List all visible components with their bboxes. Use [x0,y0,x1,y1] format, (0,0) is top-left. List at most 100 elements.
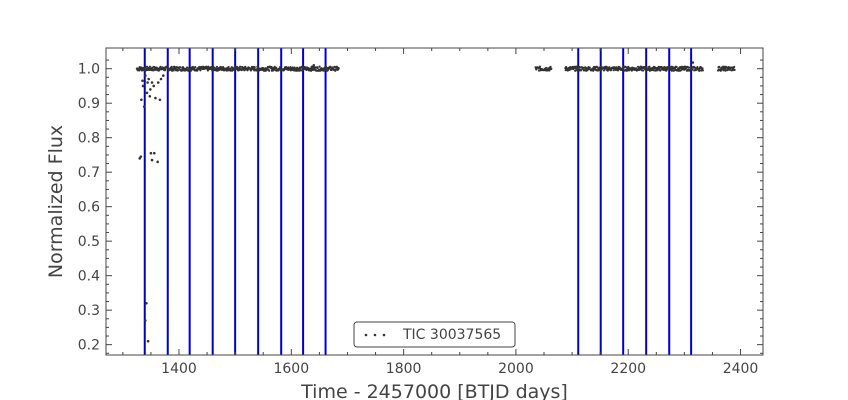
legend-label: TIC 30037565 [402,327,501,343]
data-point [645,66,648,69]
data-point [148,65,151,68]
x-tick-label: 1400 [161,361,197,377]
data-point [279,65,282,68]
legend-marker-dot [382,333,386,337]
y-tick-label: 1.0 [78,62,100,78]
x-axis-label: Time - 2457000 [BTJD days] [300,381,568,400]
data-point [636,65,640,68]
data-point [159,65,162,68]
data-point [158,98,162,102]
x-tick-label: 1600 [273,361,309,377]
data-point [701,69,705,72]
plot-frame [105,47,764,356]
data-point [189,69,193,72]
data-point [227,65,230,69]
data-point [535,68,538,71]
data-point [156,160,159,164]
data-point [150,81,154,84]
data-point [148,94,152,98]
y-tick-label: 0.7 [78,165,100,181]
data-point [145,91,149,95]
data-point [643,65,646,69]
legend-marker [364,333,386,337]
data-point [206,69,209,72]
data-point [298,69,301,72]
data-point [194,66,197,69]
data-point [147,77,150,81]
data-point [146,65,149,68]
data-point [687,66,690,69]
data-point [579,69,583,72]
data-point [659,69,662,72]
data-point [316,66,319,70]
data-point [315,69,318,72]
data-point [312,63,316,67]
data-point [159,77,163,81]
y-tick-label: 0.5 [78,234,100,250]
data-point [144,319,147,322]
x-tick-label: 2400 [723,361,759,377]
legend-marker-dot [373,333,377,337]
x-tick-label: 2000 [498,361,534,377]
y-tick-label: 0.9 [78,96,100,112]
data-point [331,66,334,69]
data-point [549,65,552,68]
data-point [149,151,153,155]
data-point [149,88,152,91]
legend-marker-dot [364,333,368,337]
data-point [176,69,180,72]
y-tick-label: 0.6 [78,200,100,216]
data-point [268,69,271,72]
data-point [145,301,148,305]
y-tick-label: 0.8 [78,131,100,147]
data-point [691,68,694,71]
data-point [545,66,548,70]
data-point [139,155,143,158]
data-point [337,67,340,70]
data-point [199,69,202,72]
data-point [599,65,602,69]
data-point [538,65,542,68]
data-point [140,98,143,102]
data-point [733,68,736,72]
data-point [698,69,701,72]
data-point [144,74,147,77]
data-point [146,339,150,343]
y-axis-ticks: 0.2 0.3 0.4 0.5 0.6 0.7 0.8 0.9 1.0 [78,59,763,354]
data-point [226,69,229,72]
data-point [275,66,278,69]
vertical-lines [143,48,693,355]
data-points [135,61,736,343]
data-point [634,67,638,70]
data-point [550,67,553,70]
data-point [548,69,551,72]
data-point [588,66,591,69]
data-point [596,66,599,69]
data-point [701,67,704,70]
y-tick-label: 0.3 [78,303,100,319]
data-point [215,65,218,68]
data-point [239,65,242,68]
legend-box [353,321,516,348]
x-axis-ticks: 1400 1600 1800 2000 2200 2400 [122,48,759,377]
data-point [170,65,173,68]
x-tick-label: 2200 [610,361,646,377]
data-point [675,65,678,69]
data-point [727,68,730,71]
data-point [152,84,156,88]
data-point [154,96,157,100]
data-point [648,65,651,68]
data-point [156,81,160,84]
y-axis-label: Normalized Flux [45,125,67,278]
data-point [642,69,645,72]
data-point [152,151,156,155]
data-point [161,74,165,77]
data-point [718,65,721,68]
data-point [179,66,182,69]
data-point [240,69,243,72]
data-point [146,81,149,84]
data-point [141,84,145,88]
data-point [696,65,699,69]
data-point [322,69,325,72]
